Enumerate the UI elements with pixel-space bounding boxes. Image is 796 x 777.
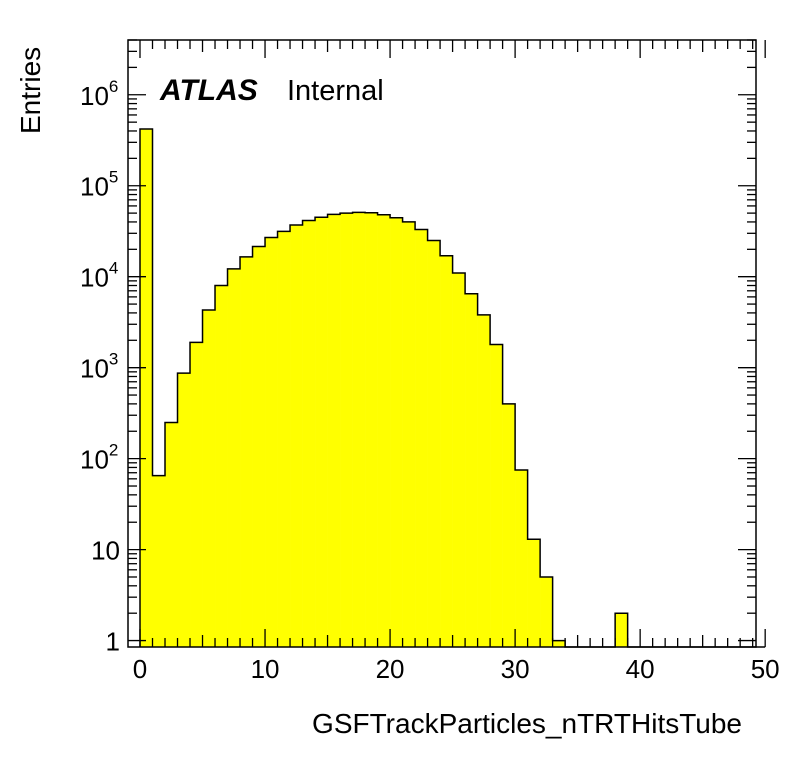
x-tick-label: 0 <box>133 654 147 684</box>
x-tick-label: 50 <box>751 654 780 684</box>
ticks-layer <box>128 39 766 647</box>
x-tick-label: 30 <box>501 654 530 684</box>
histogram-bin <box>490 344 503 647</box>
y-tick-label: 103 <box>80 350 118 384</box>
histogram-bin <box>227 268 241 647</box>
x-tick-label: 20 <box>376 654 405 684</box>
histogram-bin <box>552 640 566 647</box>
x-tick-label: 40 <box>626 654 655 684</box>
plot-frame <box>127 39 757 648</box>
histogram-bin <box>365 212 378 647</box>
x-tick-labels: 0 10 20 30 40 50 <box>133 654 780 684</box>
bars-layer <box>140 129 628 648</box>
x-tick-label: 10 <box>251 654 280 684</box>
y-tick-label: 104 <box>80 259 118 293</box>
histogram-bin <box>465 293 478 647</box>
histogram-bin <box>440 255 453 647</box>
histogram-bin <box>427 240 441 647</box>
histogram-bin <box>152 475 166 647</box>
histogram-bin <box>277 231 291 647</box>
y-axis-title: Entries <box>15 47 46 134</box>
histogram-bin <box>402 221 416 647</box>
histogram-bin <box>315 217 328 647</box>
histogram-bin <box>390 217 403 648</box>
histogram-bin <box>615 613 628 647</box>
atlas-label: ATLAS <box>159 74 258 107</box>
histogram-bin <box>265 237 278 647</box>
histogram-bin <box>502 403 516 647</box>
y-tick-label: 105 <box>80 168 118 202</box>
histogram-bin <box>252 246 266 647</box>
histogram-bin <box>452 272 466 647</box>
histogram-bin <box>190 342 203 647</box>
histogram-bin <box>377 214 391 648</box>
histogram-bin <box>415 229 428 647</box>
histogram-bin <box>165 422 178 647</box>
histogram-bin <box>215 285 228 647</box>
y-tick-label: 1 <box>106 627 120 657</box>
histogram-bin <box>540 576 553 647</box>
status-label: Internal <box>287 75 384 107</box>
histogram-bin <box>477 314 491 647</box>
histogram-bin <box>515 470 528 647</box>
histogram-bin <box>202 310 216 647</box>
histogram-bin <box>177 373 191 647</box>
y-tick-label: 102 <box>80 441 118 475</box>
x-axis-title: GSFTrackParticles_nTRTHitsTube <box>312 708 742 739</box>
histogram-bin <box>340 213 353 647</box>
histogram-bin <box>290 225 303 648</box>
histogram-bin <box>140 129 153 648</box>
y-tick-label: 106 <box>80 77 118 111</box>
histogram-bin <box>527 539 541 647</box>
histogram-bin <box>352 212 366 647</box>
y-tick-label: 10 <box>91 536 120 566</box>
histogram-bin <box>327 214 341 647</box>
histogram-bin <box>240 256 253 647</box>
histogram-bin <box>302 220 316 647</box>
